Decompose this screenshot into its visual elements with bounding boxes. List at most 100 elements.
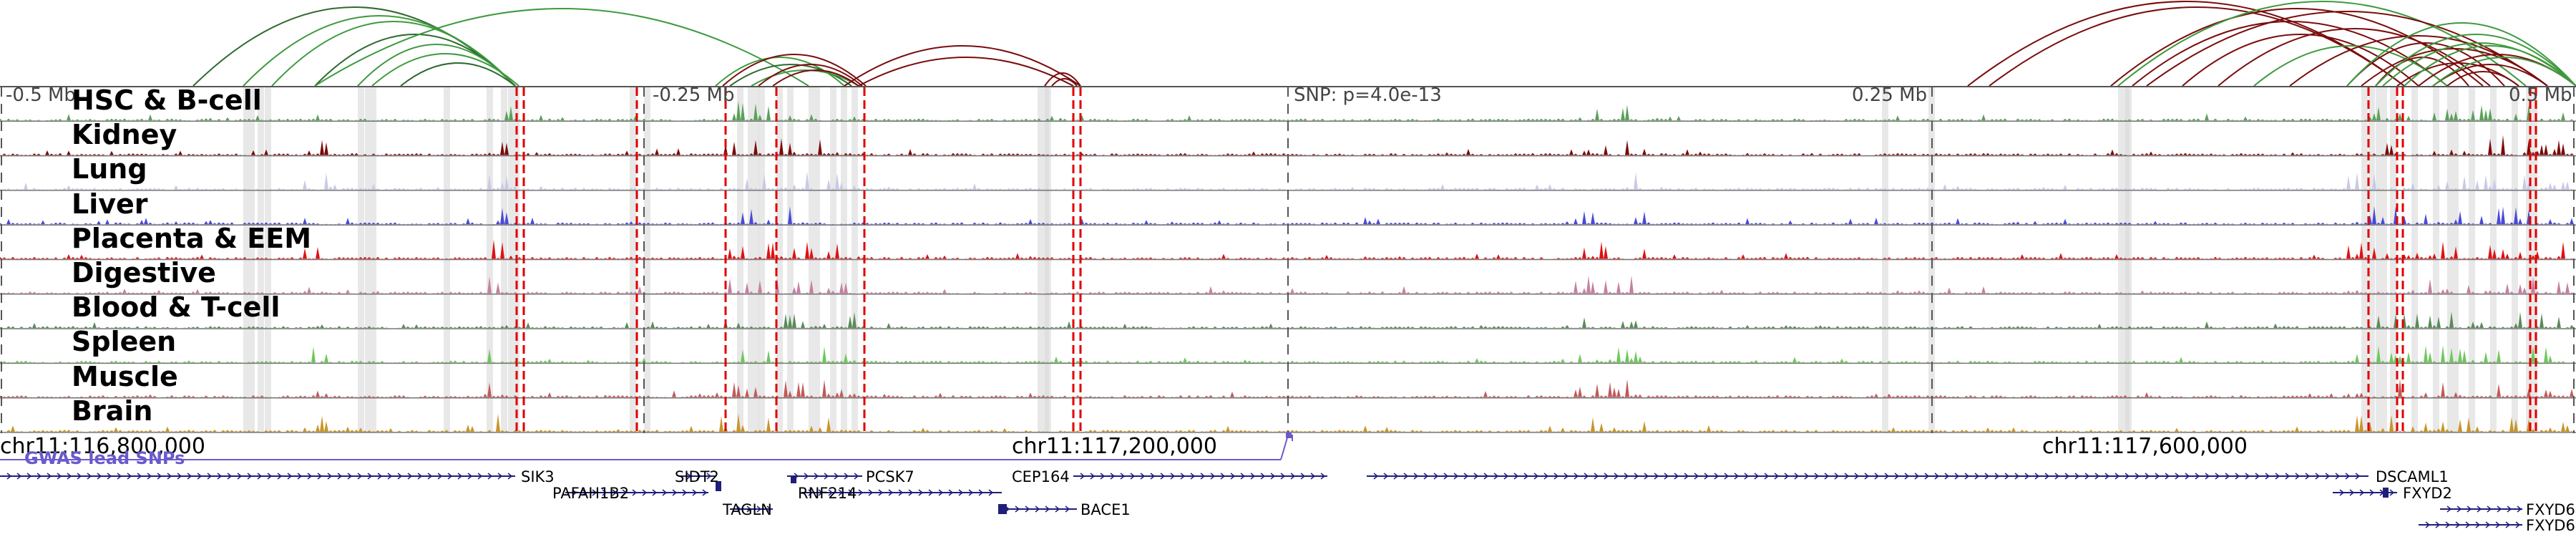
ruler-label-plus-quarter-mb: 0.25 Mb bbox=[1852, 84, 1928, 106]
gene-exon bbox=[791, 476, 796, 483]
gwas-lead-snps-label: GWAS lead SNPs bbox=[24, 448, 185, 468]
ruler-label-minus-quarter-mb: -0.25 Mb bbox=[653, 84, 735, 106]
highlight-band bbox=[444, 87, 450, 433]
gene-label-rnf214: RNF214 bbox=[798, 485, 857, 502]
highlight-band bbox=[2512, 87, 2518, 433]
highlight-band bbox=[644, 87, 650, 433]
track-label-liver: Liver bbox=[72, 188, 148, 220]
gene-exon bbox=[716, 481, 721, 491]
loop-arc bbox=[371, 53, 519, 87]
highlight-band bbox=[501, 87, 507, 433]
arc-group-center bbox=[722, 45, 1081, 87]
coordinate-label-117600000: chr11:117,600,000 bbox=[2042, 434, 2248, 459]
loop-arc bbox=[2375, 34, 2576, 87]
gene-label-fxyd2: FXYD2 bbox=[2403, 485, 2452, 502]
signal-track-0 bbox=[0, 100, 2576, 121]
highlight-band bbox=[508, 87, 519, 433]
signal-track-4 bbox=[0, 239, 2576, 259]
track-label-placenta-eem: Placenta & EEM bbox=[72, 223, 312, 254]
highlight-band bbox=[243, 87, 255, 433]
loop-arc bbox=[2432, 64, 2548, 87]
loop-arc bbox=[1051, 78, 1078, 87]
highlight-band bbox=[2361, 87, 2368, 433]
gene-strand-arrows bbox=[1080, 473, 1326, 480]
highlight-band bbox=[2411, 87, 2418, 433]
highlight-band bbox=[2469, 87, 2475, 433]
gene-strand-arrows bbox=[736, 505, 772, 513]
track-label-spleen: Spleen bbox=[72, 326, 177, 357]
ruler-label-snp-pvalue: SNP: p=4.0e-13 bbox=[1294, 84, 1442, 106]
gene-exon bbox=[998, 504, 1007, 514]
highlight-band bbox=[737, 87, 743, 433]
loop-arc bbox=[2146, 11, 2548, 87]
highlight-band bbox=[358, 87, 364, 433]
loop-arc bbox=[844, 45, 1081, 87]
loop-arc bbox=[400, 62, 516, 87]
highlight-band bbox=[2390, 87, 2396, 433]
signal-track-6 bbox=[0, 311, 2576, 329]
loop-arc bbox=[2117, 1, 2527, 87]
highlight-band bbox=[776, 87, 783, 433]
arc-group-right bbox=[1967, 1, 2576, 87]
highlight-band bbox=[2490, 87, 2497, 433]
highlight-band bbox=[487, 87, 493, 433]
gene-label-pcsk7: PCSK7 bbox=[866, 468, 914, 485]
highlight-band bbox=[2433, 87, 2439, 433]
highlight-band bbox=[852, 87, 858, 433]
track-label-hsc-b-cell: HSC & B-cell bbox=[72, 84, 262, 116]
gwas-snp-point bbox=[1286, 432, 1292, 438]
ruler-label-minus-half-mb: -0.5 Mb bbox=[6, 84, 76, 106]
highlight-band bbox=[2368, 87, 2375, 433]
gene-label-fxyd6: FXYD6 bbox=[2526, 501, 2575, 518]
loop-arc bbox=[2253, 45, 2448, 87]
loop-arc bbox=[2404, 45, 2576, 87]
gene-strand-arrows bbox=[2446, 505, 2522, 513]
track-label-kidney: Kidney bbox=[72, 119, 177, 150]
loop-arc bbox=[271, 21, 516, 87]
gene-models bbox=[0, 473, 2522, 528]
gene-strand-arrows bbox=[794, 473, 859, 480]
highlight-regions bbox=[243, 87, 2537, 433]
highlight-band bbox=[830, 87, 836, 433]
loop-arc bbox=[2361, 48, 2548, 87]
highlight-band bbox=[758, 87, 765, 433]
highlight-band bbox=[258, 87, 264, 433]
loop-arc bbox=[758, 64, 863, 87]
loop-arc bbox=[2182, 34, 2419, 87]
coordinate-label-117200000: chr11:117,200,000 bbox=[1012, 434, 1217, 459]
loop-arc bbox=[357, 44, 516, 87]
coordinate-label-116800000: chr11:116,800,000 bbox=[0, 434, 205, 459]
highlight-band bbox=[841, 87, 847, 433]
gene-exon bbox=[2383, 488, 2389, 498]
highlight-band bbox=[748, 87, 759, 433]
loop-arc bbox=[729, 64, 852, 87]
loop-arc bbox=[1044, 72, 1081, 87]
loop-arc bbox=[772, 69, 859, 87]
highlight-band bbox=[809, 87, 820, 433]
gene-strand-arrows bbox=[2425, 521, 2521, 528]
loop-arc bbox=[1989, 6, 2405, 87]
red-snp-markers bbox=[515, 87, 2537, 433]
gene-strand-arrows bbox=[572, 489, 708, 496]
loop-arc bbox=[2446, 71, 2519, 87]
loop-arc bbox=[314, 8, 809, 87]
gene-strand-arrows bbox=[2339, 489, 2395, 496]
loop-arc bbox=[751, 69, 859, 87]
signal-track-7 bbox=[0, 345, 2576, 363]
gene-strand-arrows bbox=[1005, 505, 1070, 513]
highlight-band bbox=[2125, 87, 2132, 433]
gene-label-tagln: TAGLN bbox=[723, 501, 772, 518]
highlight-band bbox=[2376, 87, 2387, 433]
highlight-band bbox=[265, 87, 271, 433]
gene-label-pafah1b2: PAFAH1B2 bbox=[552, 485, 630, 502]
loop-arc bbox=[2346, 22, 2576, 87]
gene-strand-arrows bbox=[808, 489, 994, 496]
loop-arc bbox=[1967, 1, 2405, 87]
gene-label-cep164: CEP164 bbox=[1012, 468, 1070, 485]
loop-arc bbox=[2218, 28, 2491, 87]
gene-strand-arrows bbox=[6, 473, 513, 480]
gene-label-fxyd6-second: FXYD6 bbox=[2526, 517, 2575, 534]
highlight-band bbox=[630, 87, 636, 433]
gene-strand-arrows bbox=[686, 473, 712, 480]
